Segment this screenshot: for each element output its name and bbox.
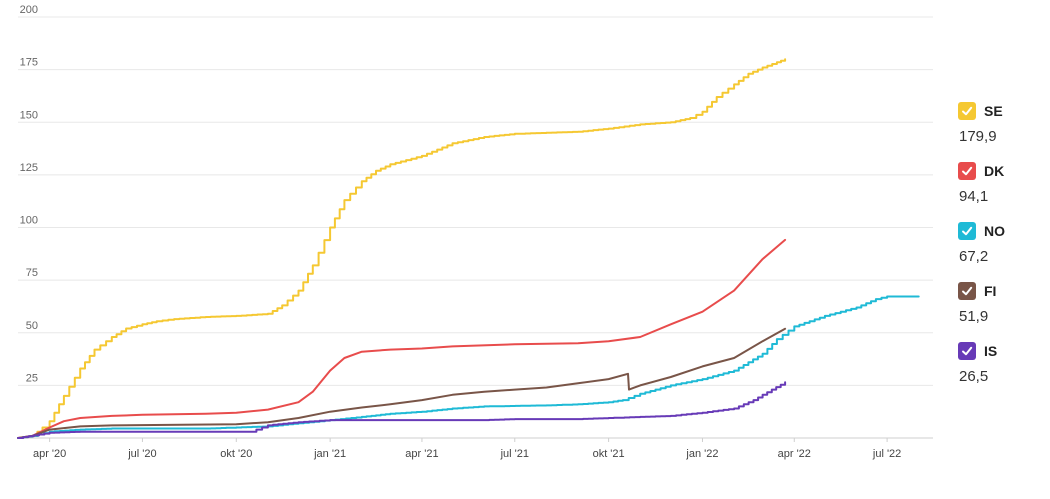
y-tick-label: 100 [20,215,38,227]
legend-item-fi[interactable]: FI 51,9 [958,280,1048,340]
legend-item-is[interactable]: IS 26,5 [958,340,1048,400]
legend-item-se[interactable]: SE 179,9 [958,100,1048,160]
checkmark-icon[interactable] [958,282,976,300]
legend-item-dk[interactable]: DK 94,1 [958,160,1048,220]
legend-series-name: DK [984,163,1005,179]
x-tick-label: okt '21 [593,448,625,460]
checkmark-icon[interactable] [958,162,976,180]
legend-header: SE [958,100,1048,122]
legend-header: DK [958,160,1048,182]
x-tick-label: apr '22 [778,448,811,460]
series-line-fi[interactable] [17,327,787,439]
legend-series-value: 94,1 [959,188,989,205]
legend-series-name: SE [984,103,1003,119]
y-tick-label: 125 [20,162,38,174]
checkmark-icon[interactable] [958,342,976,360]
legend-series-value: 179,9 [959,128,997,145]
series-line-is[interactable] [17,381,787,439]
y-tick-label: 175 [20,57,38,69]
x-tick-label: jul '21 [500,448,529,460]
legend-header: FI [958,280,1048,302]
legend-series-name: NO [984,223,1005,239]
series-line-dk[interactable] [17,238,787,439]
x-tick-label: apr '20 [33,448,66,460]
legend-series-name: FI [984,283,997,299]
checkmark-icon[interactable] [958,102,976,120]
y-tick-label: 50 [26,320,38,332]
y-tick-label: 150 [20,109,38,121]
x-axis-ticks: apr '20 jul '20 okt '20 jan '21 apr '21 jul '… [33,438,901,460]
legend-series-name: IS [984,343,998,359]
series-lines [17,58,920,439]
x-tick-label: jul '22 [872,448,901,460]
series-line-no[interactable] [17,295,920,439]
x-tick-label: jan '22 [685,448,718,460]
y-axis-ticks: 25 50 75 100 125 150 175 200 [20,4,38,384]
series-line-se[interactable] [17,58,787,439]
checkmark-icon[interactable] [958,222,976,240]
legend-series-value: 51,9 [959,308,989,325]
legend-series-value: 67,2 [959,248,989,265]
legend-header: IS [958,340,1048,362]
legend-series-value: 26,5 [959,368,989,385]
legend-item-no[interactable]: NO 67,2 [958,220,1048,280]
x-tick-label: jan '21 [313,448,346,460]
y-tick-label: 25 [26,372,38,384]
x-tick-label: apr '21 [405,448,438,460]
grid [18,16,933,439]
x-tick-label: jul '20 [127,448,156,460]
x-tick-label: okt '20 [220,448,252,460]
legend: SE 179,9 DK 94,1 NO 67,2 FI 51,9 IS 26,5 [958,100,1048,400]
legend-header: NO [958,220,1048,242]
y-tick-label: 75 [26,267,38,279]
y-tick-label: 200 [20,4,38,16]
